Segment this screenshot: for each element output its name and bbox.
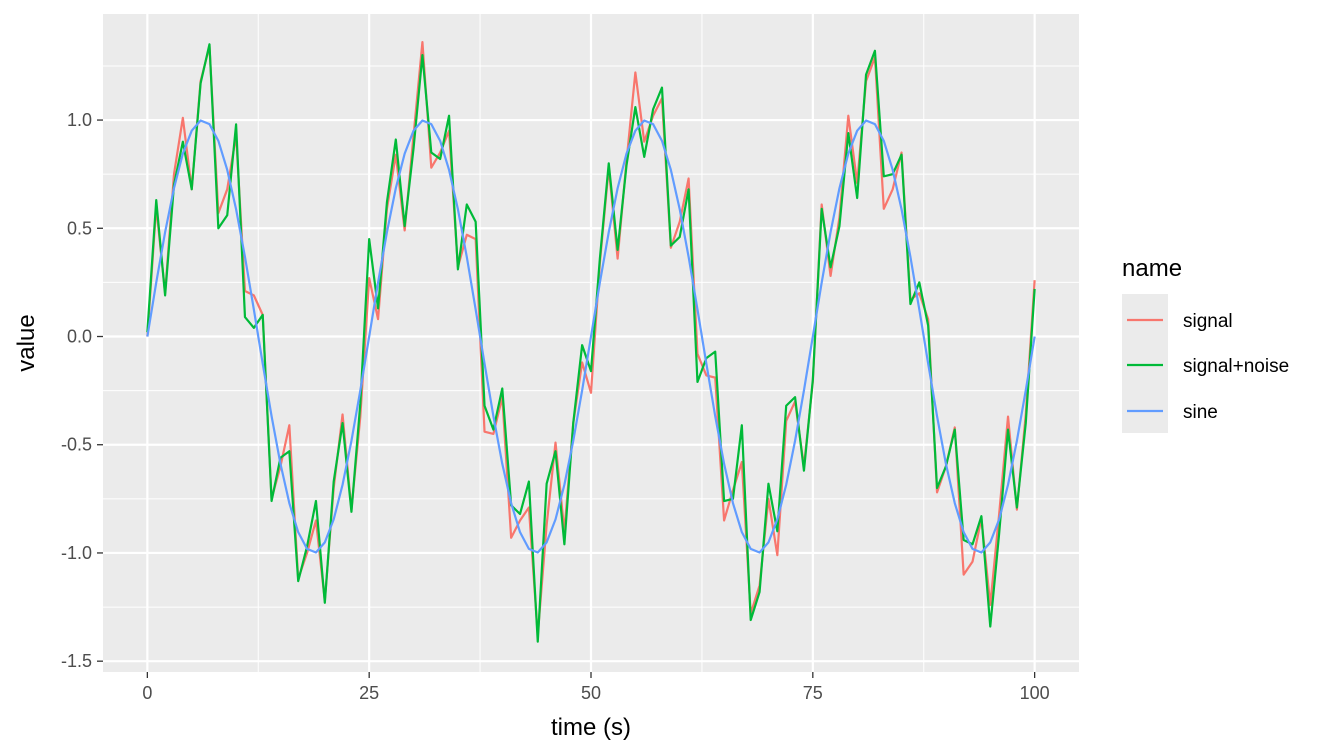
series-line-signal-noise	[146, 43, 1036, 643]
legend: name signal signal+noise sine	[1122, 255, 1289, 433]
axis-ticks	[97, 119, 1036, 678]
x-tick-label: 25	[359, 683, 379, 703]
x-tick-labels: 0 25 50 75 100	[142, 683, 1049, 703]
x-tick-label: 100	[1020, 683, 1050, 703]
y-tick-label: -1.0	[61, 543, 92, 563]
y-tick-label: 0.0	[67, 327, 92, 347]
y-axis-title: value	[13, 314, 40, 371]
y-tick-label: 0.5	[67, 218, 92, 238]
x-tick-label: 0	[142, 683, 152, 703]
y-tick-label: -0.5	[61, 435, 92, 455]
y-tick-label: -1.5	[61, 651, 92, 671]
legend-label-signal: signal	[1183, 311, 1233, 332]
x-tick-label: 75	[803, 683, 823, 703]
x-tick-label: 50	[581, 683, 601, 703]
legend-label-signal-noise: signal+noise	[1183, 356, 1289, 377]
y-tick-label: 1.0	[67, 110, 92, 130]
series-lines	[146, 41, 1036, 643]
legend-key-background	[1122, 294, 1168, 433]
legend-label-sine: sine	[1183, 402, 1218, 423]
legend-title: name	[1122, 255, 1182, 282]
series-line-sine	[146, 119, 1036, 554]
y-tick-labels: -1.5 -1.0 -0.5 0.0 0.5 1.0	[61, 110, 92, 671]
x-axis-title: time (s)	[551, 714, 631, 741]
